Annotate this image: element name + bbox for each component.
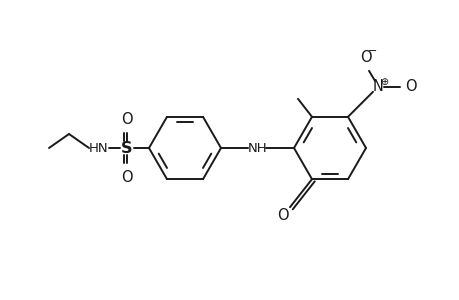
Text: N: N (372, 79, 383, 94)
Text: NH: NH (247, 142, 267, 154)
Text: O: O (359, 50, 371, 65)
Text: ⊕: ⊕ (379, 77, 387, 87)
Text: O: O (277, 208, 288, 223)
Text: −: − (368, 46, 377, 56)
Text: O: O (404, 79, 416, 94)
Text: O: O (121, 169, 133, 184)
Text: S: S (121, 140, 133, 155)
Text: HN: HN (89, 142, 109, 154)
Text: O: O (121, 112, 133, 127)
